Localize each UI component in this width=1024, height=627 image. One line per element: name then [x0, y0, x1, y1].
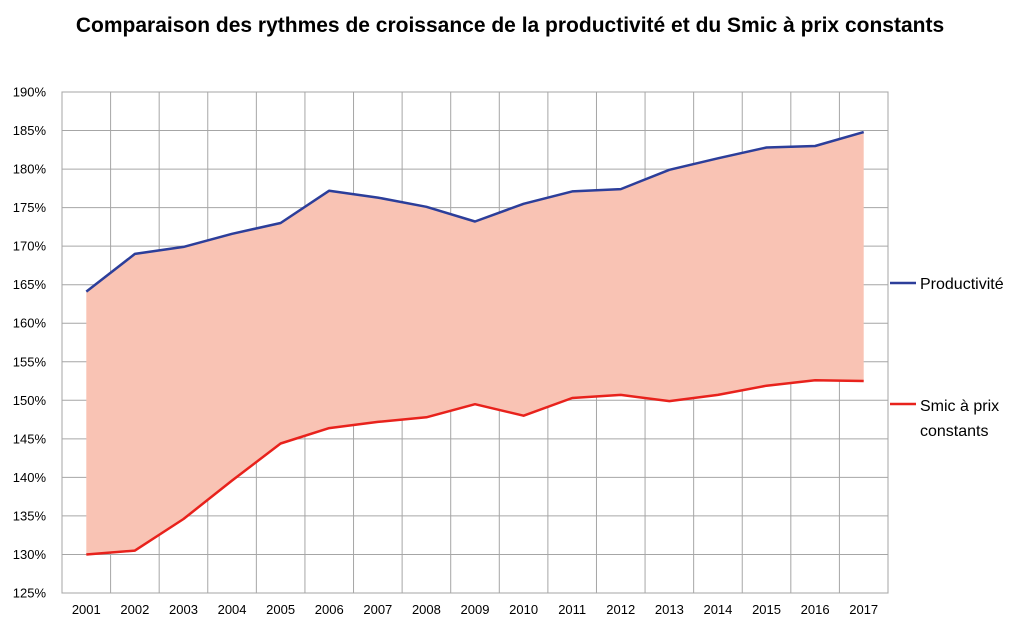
legend-label-productivite: Productivité [920, 276, 1004, 293]
series-line-productivite [85, 130, 865, 293]
x-tick-label: 2003 [169, 602, 198, 617]
chart-title: Comparaison des rythmes de croissance de… [75, 14, 945, 37]
x-tick-label: 2009 [461, 602, 490, 617]
x-tick-label: 2005 [266, 602, 295, 617]
series-line-smic [86, 379, 864, 556]
y-tick-label: 145% [13, 431, 47, 446]
y-tick-label: 165% [13, 277, 47, 292]
y-tick-label: 155% [13, 354, 47, 369]
x-axis-tick-labels: 2001 2002 2003 2004 2005 2006 2007 2008 2009 2010… [72, 602, 878, 617]
y-tick-label: 190% [13, 85, 47, 100]
x-tick-label: 2001 [72, 602, 101, 617]
x-tick-label: 2014 [703, 602, 732, 617]
x-tick-label: 2016 [801, 602, 830, 617]
y-tick-label: 175% [13, 200, 47, 215]
y-tick-label: 135% [13, 508, 47, 523]
x-tick-label: 2015 [752, 602, 781, 617]
legend-label-smic-line2: constants [920, 423, 988, 440]
x-tick-label: 2006 [315, 602, 344, 617]
y-tick-label: 125% [13, 586, 47, 601]
series-lines [85, 130, 865, 556]
y-tick-label: 140% [13, 470, 47, 485]
y-tick-label: 170% [13, 239, 47, 254]
y-tick-label: 185% [13, 123, 47, 138]
fill-between-area [86, 132, 864, 555]
x-tick-label: 2013 [655, 602, 684, 617]
y-tick-label: 150% [13, 393, 47, 408]
x-tick-label: 2008 [412, 602, 441, 617]
x-tick-label: 2011 [558, 602, 586, 617]
legend-label-smic-line1: Smic à prix [920, 398, 999, 415]
x-tick-label: 2004 [218, 602, 247, 617]
x-tick-label: 2017 [849, 602, 878, 617]
x-tick-label: 2010 [509, 602, 538, 617]
y-tick-label: 130% [13, 547, 47, 562]
legend: Productivité Smic à prix constants [890, 276, 1004, 440]
x-tick-label: 2012 [606, 602, 635, 617]
y-axis-tick-labels: 125% 130% 135% 140% 145% 150% 155% 160% 165% 170%… [13, 85, 47, 601]
x-tick-label: 2002 [120, 602, 149, 617]
y-tick-label: 160% [13, 316, 47, 331]
x-tick-label: 2007 [363, 602, 392, 617]
y-tick-label: 180% [13, 162, 47, 177]
